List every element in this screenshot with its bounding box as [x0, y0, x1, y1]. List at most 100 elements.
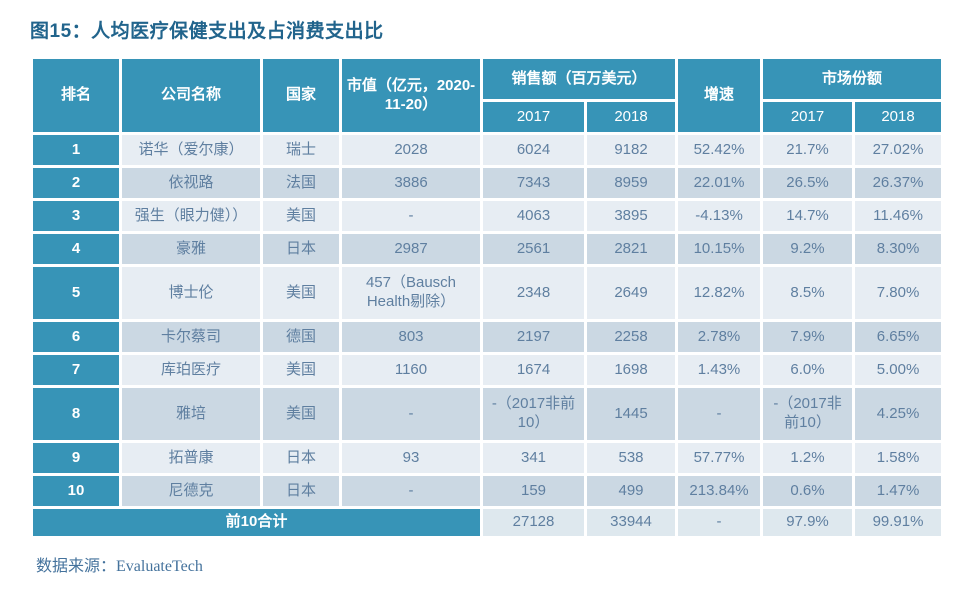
sales-2017-cell: 159: [483, 476, 584, 506]
total-share-2018-cell: 99.91%: [855, 509, 942, 536]
share-2017-cell: 14.7%: [763, 201, 853, 231]
table-row: 10 尼德克 日本 - 159 499 213.84% 0.6% 1.47%: [33, 476, 942, 506]
country-cell: 美国: [263, 267, 339, 319]
share-2017-cell: 9.2%: [763, 234, 853, 264]
company-cell: 依视路: [122, 168, 260, 198]
company-cell: 强生（眼力健））: [122, 201, 260, 231]
company-cell: 豪雅: [122, 234, 260, 264]
sales-2017-cell: 2348: [483, 267, 584, 319]
sales-2018-cell: 2821: [587, 234, 676, 264]
table-row: 5 博士伦 美国 457（Bausch Health剔除） 2348 2649 …: [33, 267, 942, 319]
share-2018-cell: 5.00%: [855, 355, 942, 385]
share-2018-cell: 7.80%: [855, 267, 942, 319]
share-2017-cell: 8.5%: [763, 267, 853, 319]
marketcap-cell: 2987: [342, 234, 480, 264]
company-ranking-table: 排名 公司名称 国家 市值（亿元，2020-11-20） 销售额（百万美元） 增…: [30, 56, 944, 539]
marketcap-cell: 457（Bausch Health剔除）: [342, 267, 480, 319]
share-2017-cell: 0.6%: [763, 476, 853, 506]
country-cell: 美国: [263, 201, 339, 231]
sales-2017-cell: 341: [483, 443, 584, 473]
table-row: 3 强生（眼力健）） 美国 - 4063 3895 -4.13% 14.7% 1…: [33, 201, 942, 231]
country-cell: 日本: [263, 476, 339, 506]
country-cell: 美国: [263, 388, 339, 440]
header-country: 国家: [263, 59, 339, 132]
header-growth: 增速: [678, 59, 761, 132]
country-cell: 美国: [263, 355, 339, 385]
header-share-group: 市场份额: [763, 59, 942, 99]
rank-cell: 9: [33, 443, 119, 473]
sales-2018-cell: 1698: [587, 355, 676, 385]
table-row: 9 拓普康 日本 93 341 538 57.77% 1.2% 1.58%: [33, 443, 942, 473]
sales-2018-cell: 1445: [587, 388, 676, 440]
total-row: 前10合计 27128 33944 - 97.9% 99.91%: [33, 509, 942, 536]
share-2017-cell: -（2017非前10）: [763, 388, 853, 440]
share-2018-cell: 1.47%: [855, 476, 942, 506]
data-source-note: 数据来源：EvaluateTech: [36, 558, 203, 575]
rank-cell: 8: [33, 388, 119, 440]
growth-cell: -: [678, 388, 761, 440]
country-cell: 日本: [263, 234, 339, 264]
share-2017-cell: 21.7%: [763, 135, 853, 165]
rank-cell: 6: [33, 322, 119, 352]
share-2018-cell: 11.46%: [855, 201, 942, 231]
rank-cell: 3: [33, 201, 119, 231]
sales-2017-cell: 4063: [483, 201, 584, 231]
growth-cell: 52.42%: [678, 135, 761, 165]
total-sales-2017-cell: 27128: [483, 509, 584, 536]
header-market-cap: 市值（亿元，2020-11-20）: [342, 59, 480, 132]
table-row: 1 诺华（爱尔康） 瑞士 2028 6024 9182 52.42% 21.7%…: [33, 135, 942, 165]
total-growth-cell: -: [678, 509, 761, 536]
share-2017-cell: 1.2%: [763, 443, 853, 473]
country-cell: 法国: [263, 168, 339, 198]
marketcap-cell: 3886: [342, 168, 480, 198]
growth-cell: 22.01%: [678, 168, 761, 198]
growth-cell: 10.15%: [678, 234, 761, 264]
sales-2017-cell: 1674: [483, 355, 584, 385]
share-2017-cell: 26.5%: [763, 168, 853, 198]
country-cell: 日本: [263, 443, 339, 473]
rank-cell: 1: [33, 135, 119, 165]
country-cell: 德国: [263, 322, 339, 352]
growth-cell: 12.82%: [678, 267, 761, 319]
sales-2018-cell: 8959: [587, 168, 676, 198]
sales-2018-cell: 499: [587, 476, 676, 506]
growth-cell: 1.43%: [678, 355, 761, 385]
sales-2017-cell: 2197: [483, 322, 584, 352]
share-2018-cell: 1.58%: [855, 443, 942, 473]
report-page: 图15：人均医疗保健支出及占消费支出比 排名 公司名称 国家 市值（亿元，202…: [30, 21, 944, 575]
share-2017-cell: 7.9%: [763, 322, 853, 352]
marketcap-cell: -: [342, 476, 480, 506]
share-2018-cell: 6.65%: [855, 322, 942, 352]
growth-cell: 57.77%: [678, 443, 761, 473]
table-row: 8 雅培 美国 - -（2017非前10） 1445 - -（2017非前10）…: [33, 388, 942, 440]
table-row: 2 依视路 法国 3886 7343 8959 22.01% 26.5% 26.…: [33, 168, 942, 198]
rank-cell: 5: [33, 267, 119, 319]
total-share-2017-cell: 97.9%: [763, 509, 853, 536]
sales-2018-cell: 2258: [587, 322, 676, 352]
header-company: 公司名称: [122, 59, 260, 132]
sales-2018-cell: 3895: [587, 201, 676, 231]
sales-2018-cell: 2649: [587, 267, 676, 319]
company-cell: 卡尔蔡司: [122, 322, 260, 352]
sales-2017-cell: 7343: [483, 168, 584, 198]
company-cell: 库珀医疗: [122, 355, 260, 385]
header-sub-row: 2017 2018 2017 2018: [33, 102, 942, 132]
rank-cell: 4: [33, 234, 119, 264]
rank-cell: 10: [33, 476, 119, 506]
header-group-row: 排名 公司名称 国家 市值（亿元，2020-11-20） 销售额（百万美元） 增…: [33, 59, 942, 132]
company-cell: 尼德克: [122, 476, 260, 506]
sales-2017-cell: 6024: [483, 135, 584, 165]
marketcap-cell: 803: [342, 322, 480, 352]
company-cell: 拓普康: [122, 443, 260, 473]
company-cell: 雅培: [122, 388, 260, 440]
company-cell: 博士伦: [122, 267, 260, 319]
rank-cell: 2: [33, 168, 119, 198]
header-share-2017: 2017: [763, 102, 853, 132]
marketcap-cell: -: [342, 201, 480, 231]
table-row: 7 库珀医疗 美国 1160 1674 1698 1.43% 6.0% 5.00…: [33, 355, 942, 385]
total-label-cell: 前10合计: [33, 509, 480, 536]
growth-cell: 213.84%: [678, 476, 761, 506]
marketcap-cell: 93: [342, 443, 480, 473]
rank-cell: 7: [33, 355, 119, 385]
share-2018-cell: 4.25%: [855, 388, 942, 440]
